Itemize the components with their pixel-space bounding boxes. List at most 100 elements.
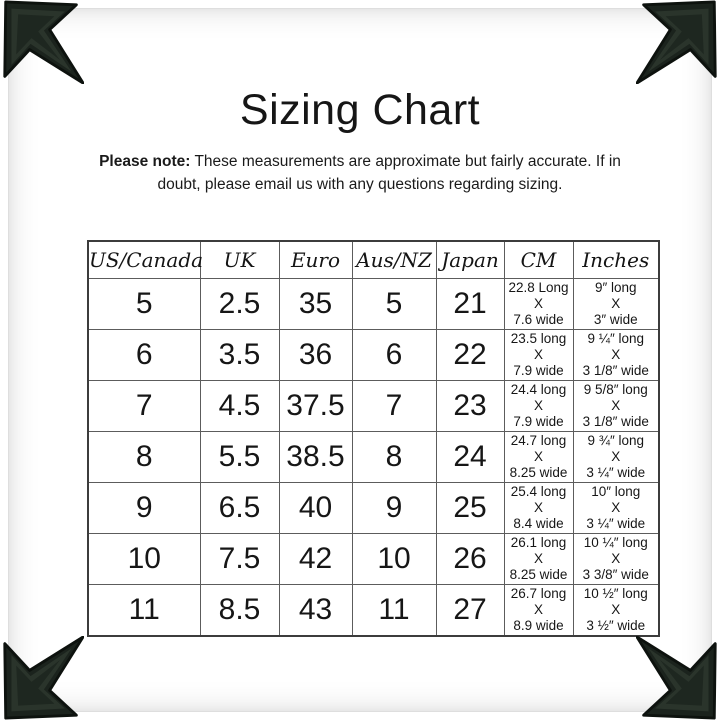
cell-japan: 24	[435, 431, 505, 483]
cell-us-canada: 6	[87, 329, 201, 381]
inches-line: 10 ½″ long	[583, 586, 648, 601]
cell-aus-nz: 5	[351, 278, 437, 330]
cm-line: 7.9 wide	[513, 363, 564, 378]
cell-cm: 23.5 long X 7.9 wide	[503, 329, 574, 381]
cell-inches: 9 5/8″ long X 3 1/8″ wide	[572, 380, 660, 432]
cm-line: X	[533, 398, 543, 413]
cell-cm: 22.8 Long X 7.6 wide	[503, 278, 574, 330]
inches-line: X	[611, 296, 621, 311]
cell-us-canada: 8	[87, 431, 201, 483]
inches-line: 9 ¾″ long	[587, 433, 645, 448]
cell-euro: 42	[278, 533, 353, 585]
inches-line: 3 3/8″ wide	[582, 567, 649, 582]
inches-line: X	[611, 449, 621, 464]
cell-inches: 10 ½″ long X 3 ½″ wide	[572, 584, 660, 637]
page-title: Sizing Chart	[239, 86, 481, 134]
cell-uk: 6.5	[199, 482, 280, 534]
cell-inches: 9 ¼″ long X 3 1/8″ wide	[572, 329, 660, 381]
table-row: 10 7.5 42 10 26 26.1 long X 8.25 wide 10…	[87, 533, 660, 585]
cell-aus-nz: 9	[351, 482, 437, 534]
cm-line: 8.25 wide	[509, 465, 568, 480]
cm-line: X	[533, 296, 543, 311]
cell-cm: 24.7 long X 8.25 wide	[503, 431, 574, 483]
cell-inches: 9 ¾″ long X 3 ¼″ wide	[572, 431, 660, 483]
inches-line: X	[611, 551, 621, 566]
cm-line: 8.25 wide	[509, 567, 568, 582]
cell-cm: 26.1 long X 8.25 wide	[503, 533, 574, 585]
cell-cm: 25.4 long X 8.4 wide	[503, 482, 574, 534]
inches-line: 9 ¼″ long	[587, 331, 645, 346]
photo-corner-top-left-icon	[3, 0, 84, 84]
photo-corner-top-right-icon	[636, 0, 717, 84]
cell-uk: 8.5	[199, 584, 280, 637]
size-table-body: 5 2.5 35 5 21 22.8 Long X 7.6 wide 9″ lo…	[87, 278, 660, 637]
cell-japan: 23	[435, 380, 505, 432]
cell-euro: 43	[278, 584, 353, 637]
cell-inches: 10″ long X 3 ¼″ wide	[572, 482, 660, 534]
cm-line: 26.7 long	[510, 586, 567, 601]
column-header: CM	[503, 240, 574, 279]
cell-uk: 4.5	[199, 380, 280, 432]
table-row: 9 6.5 40 9 25 25.4 long X 8.4 wide 10″ l…	[87, 482, 660, 534]
cell-euro: 35	[278, 278, 353, 330]
column-header: UK	[199, 240, 280, 279]
inches-line: 3″ wide	[593, 312, 638, 327]
inches-line: 3 ¼″ wide	[586, 465, 646, 480]
cm-line: 8.4 wide	[513, 516, 564, 531]
cell-aus-nz: 10	[351, 533, 437, 585]
cm-line: 8.9 wide	[513, 618, 564, 633]
note: Please note: These measurements are appr…	[78, 150, 643, 197]
cm-line: 24.4 long	[510, 382, 567, 397]
cell-japan: 26	[435, 533, 505, 585]
cell-cm: 24.4 long X 7.9 wide	[503, 380, 574, 432]
column-header: Japan	[435, 240, 505, 279]
cm-line: 22.8 Long	[508, 280, 569, 295]
inches-line: 10″ long	[591, 484, 641, 499]
cell-euro: 37.5	[278, 380, 353, 432]
cell-cm: 26.7 long X 8.9 wide	[503, 584, 574, 637]
inches-line: 3 ½″ wide	[586, 618, 646, 633]
cell-us-canada: 5	[87, 278, 201, 330]
cell-inches: 10 ¼″ long X 3 3/8″ wide	[572, 533, 660, 585]
photo-corner-bottom-right-icon	[636, 636, 717, 720]
cm-line: 7.6 wide	[513, 312, 564, 327]
inches-line: 10 ¼″ long	[583, 535, 648, 550]
cm-line: 26.1 long	[510, 535, 567, 550]
note-lead: Please note:	[99, 153, 191, 170]
cell-euro: 36	[278, 329, 353, 381]
cm-line: X	[533, 602, 543, 617]
size-table-head-row: US/Canada UK Euro Aus/NZ Japan CM Inches	[87, 240, 660, 279]
table-row: 7 4.5 37.5 7 23 24.4 long X 7.9 wide 9 5…	[87, 380, 660, 432]
sizing-table: US/Canada UK Euro Aus/NZ Japan CM Inches 5 2.5…	[87, 240, 660, 637]
cm-line: X	[533, 551, 543, 566]
table-row: 6 3.5 36 6 22 23.5 long X 7.9 wide 9 ¼″ …	[87, 329, 660, 381]
cell-aus-nz: 7	[351, 380, 437, 432]
cell-us-canada: 7	[87, 380, 201, 432]
cell-euro: 38.5	[278, 431, 353, 483]
cell-japan: 27	[435, 584, 505, 637]
cell-us-canada: 10	[87, 533, 201, 585]
cell-us-canada: 9	[87, 482, 201, 534]
cell-uk: 5.5	[199, 431, 280, 483]
table-row: 5 2.5 35 5 21 22.8 Long X 7.6 wide 9″ lo…	[87, 278, 660, 330]
inches-line: X	[611, 500, 621, 515]
table-row: 11 8.5 43 11 27 26.7 long X 8.9 wide 10 …	[87, 584, 660, 637]
inches-line: 3 ¼″ wide	[586, 516, 646, 531]
inches-line: 3 1/8″ wide	[582, 363, 649, 378]
cell-aus-nz: 8	[351, 431, 437, 483]
inches-line: 9 5/8″ long	[583, 382, 648, 397]
table-row: 8 5.5 38.5 8 24 24.7 long X 8.25 wide 9 …	[87, 431, 660, 483]
cm-line: X	[533, 500, 543, 515]
column-header: Euro	[278, 240, 353, 279]
inches-line: X	[611, 347, 621, 362]
cell-japan: 25	[435, 482, 505, 534]
column-header: Inches	[572, 240, 660, 279]
cm-line: 7.9 wide	[513, 414, 564, 429]
column-header: Aus/NZ	[351, 240, 437, 279]
inches-line: 3 1/8″ wide	[582, 414, 649, 429]
cell-aus-nz: 6	[351, 329, 437, 381]
cell-uk: 2.5	[199, 278, 280, 330]
cell-uk: 7.5	[199, 533, 280, 585]
cell-us-canada: 11	[87, 584, 201, 637]
